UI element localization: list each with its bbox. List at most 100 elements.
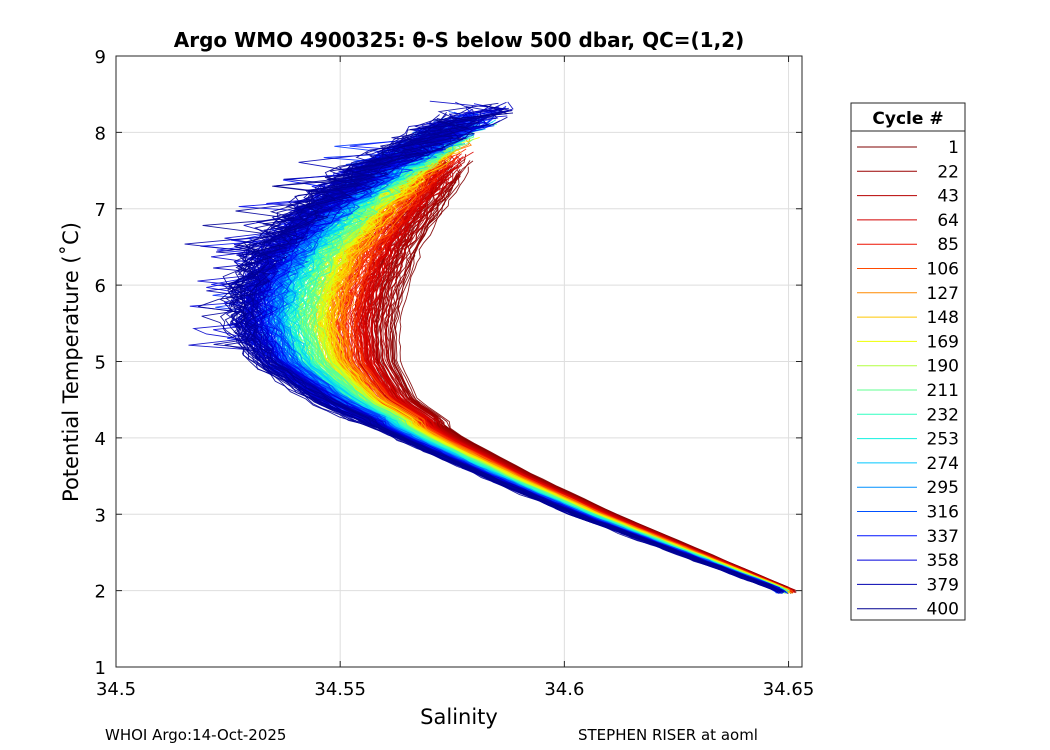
profile-cycle-24 bbox=[385, 181, 795, 591]
legend-label-316: 316 bbox=[927, 503, 959, 523]
profile-cycle-398 bbox=[224, 116, 760, 586]
footer-date-credit: WHOI Argo:14-Oct-2025 bbox=[105, 726, 287, 744]
y-tick-label-6: 7 bbox=[95, 200, 106, 221]
legend-label-211: 211 bbox=[927, 381, 959, 401]
profile-cycle-397 bbox=[242, 116, 784, 592]
profile-cycle-44 bbox=[371, 175, 775, 584]
profile-cycle-13 bbox=[375, 179, 775, 585]
legend-box bbox=[850, 102, 966, 621]
profile-series bbox=[184, 100, 797, 595]
profile-cycle-27 bbox=[378, 153, 780, 585]
legend-label-274: 274 bbox=[927, 454, 959, 474]
profile-cycle-43 bbox=[379, 166, 795, 593]
profile-cycle-56 bbox=[371, 159, 789, 589]
profile-cycle-32 bbox=[384, 169, 778, 584]
y-axis-label: Potential Temperature (˚C) bbox=[59, 222, 83, 502]
y-tick-label-7: 8 bbox=[95, 123, 106, 144]
footer-pi-credit: STEPHEN RISER at aoml bbox=[578, 726, 758, 744]
legend-label-358: 358 bbox=[927, 551, 959, 571]
profile-cycle-10 bbox=[377, 165, 792, 594]
x-tick-label-2: 34.6 bbox=[544, 679, 584, 700]
y-tick-label-2: 3 bbox=[95, 505, 106, 526]
profile-cycle-181 bbox=[305, 155, 777, 587]
legend-label-169: 169 bbox=[927, 332, 959, 352]
profile-cycle-51 bbox=[360, 171, 792, 594]
legend-label-232: 232 bbox=[927, 405, 959, 425]
profile-cycle-38 bbox=[357, 161, 770, 584]
profile-cycle-55 bbox=[368, 175, 779, 586]
profile-cycle-14 bbox=[367, 168, 772, 584]
legend-label-64: 64 bbox=[937, 211, 959, 231]
legend-label-127: 127 bbox=[927, 284, 959, 304]
profile-cycle-318 bbox=[271, 134, 772, 587]
profile-cycle-73 bbox=[362, 153, 784, 588]
profile-cycle-223 bbox=[309, 147, 790, 592]
profile-cycle-39 bbox=[355, 160, 788, 591]
y-tick-label-3: 4 bbox=[95, 429, 106, 450]
profile-cycle-1 bbox=[392, 175, 786, 587]
profile-cycle-119 bbox=[342, 166, 785, 589]
profile-cycle-31 bbox=[379, 158, 786, 588]
y-tick-label-8: 9 bbox=[95, 47, 106, 68]
profile-cycle-28 bbox=[373, 166, 793, 594]
legend-label-337: 337 bbox=[927, 527, 959, 547]
profile-cycle-29 bbox=[383, 181, 796, 594]
profile-cycle-177 bbox=[320, 152, 776, 585]
profile-cycle-49 bbox=[370, 174, 785, 588]
profile-cycle-75 bbox=[362, 169, 792, 591]
profile-cycle-36 bbox=[375, 177, 789, 589]
profile-cycle-67 bbox=[370, 175, 792, 590]
y-tick-label-0: 1 bbox=[95, 658, 106, 679]
profile-cycle-6 bbox=[391, 168, 777, 584]
profile-cycle-2 bbox=[398, 166, 797, 593]
profile-cycle-58 bbox=[373, 166, 778, 585]
profile-cycle-17 bbox=[371, 166, 785, 589]
x-tick-label-1: 34.55 bbox=[314, 679, 366, 700]
legend-label-1: 1 bbox=[948, 138, 959, 158]
legend-label-253: 253 bbox=[927, 430, 959, 450]
profile-cycle-7 bbox=[395, 177, 796, 594]
profile-cycle-18 bbox=[364, 161, 789, 593]
legend-label-148: 148 bbox=[927, 308, 959, 328]
profile-cycle-64 bbox=[367, 175, 781, 586]
profile-cycle-81 bbox=[356, 167, 790, 590]
legend-label-43: 43 bbox=[937, 187, 959, 207]
profile-cycle-77 bbox=[349, 159, 790, 591]
y-tick-label-1: 2 bbox=[95, 582, 106, 603]
profile-cycle-396 bbox=[202, 119, 776, 591]
legend-title: Cycle # bbox=[872, 109, 943, 129]
profile-cycle-21 bbox=[389, 181, 796, 591]
profile-cycle-3 bbox=[379, 177, 786, 589]
legend-label-106: 106 bbox=[927, 260, 959, 280]
axis-ticks: 34.5 34.55 34.6 34.65 1 2 3 4 5 6 7 8 9 bbox=[95, 47, 815, 700]
profile-cycle-25 bbox=[362, 154, 779, 588]
profile-cycle-35 bbox=[364, 166, 790, 593]
profile-cycle-22 bbox=[376, 165, 793, 594]
legend-label-190: 190 bbox=[927, 357, 959, 377]
profile-cycle-20 bbox=[385, 171, 792, 590]
legend-label-379: 379 bbox=[927, 575, 959, 595]
profile-cycle-16 bbox=[373, 174, 792, 593]
legend-entries: 1 22 43 64 85 106 127 148 169 190 211 232 253 274 295 3… bbox=[857, 138, 959, 620]
profile-cycle-251 bbox=[292, 140, 785, 592]
profile-cycle-12 bbox=[375, 167, 780, 587]
profile-cycle-34 bbox=[382, 172, 795, 591]
legend-label-400: 400 bbox=[927, 600, 959, 620]
profile-cycle-26 bbox=[384, 171, 779, 585]
legend-label-22: 22 bbox=[937, 162, 959, 182]
profile-cycle-4 bbox=[375, 172, 772, 584]
y-tick-label-5: 6 bbox=[95, 276, 106, 297]
profile-cycle-157 bbox=[331, 148, 784, 588]
profile-cycle-37 bbox=[365, 165, 778, 586]
legend: Cycle # 1 22 43 64 85 106 127 148 169 190 211 232 25… bbox=[850, 102, 966, 621]
x-tick-label-0: 34.5 bbox=[96, 679, 136, 700]
legend-label-295: 295 bbox=[927, 478, 959, 498]
legend-label-85: 85 bbox=[937, 235, 959, 255]
chart-title: Argo WMO 4900325: θ-S below 500 dbar, QC… bbox=[174, 28, 744, 52]
profile-cycle-42 bbox=[365, 180, 785, 589]
x-tick-label-3: 34.65 bbox=[763, 679, 815, 700]
grid-lines bbox=[115, 55, 802, 668]
profile-cycle-132 bbox=[341, 153, 790, 591]
profile-cycle-15 bbox=[389, 160, 797, 592]
